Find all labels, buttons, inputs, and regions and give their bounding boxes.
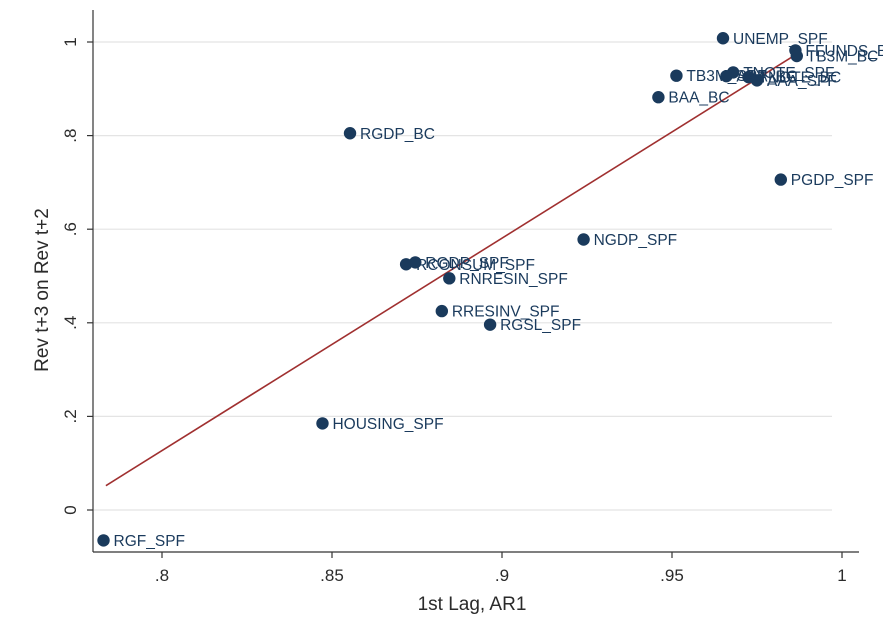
point-label-rresinv-spf: RRESINV_SPF bbox=[452, 304, 560, 321]
point-label-housing-spf: HOUSING_SPF bbox=[332, 416, 443, 433]
data-point-rgsl-spf bbox=[483, 318, 497, 331]
data-point-aaa-bc bbox=[720, 69, 733, 83]
y-tick-label-3: .6 bbox=[61, 222, 80, 236]
data-point-rresinv-spf bbox=[435, 304, 449, 318]
data-point-tb3m-spf bbox=[670, 69, 683, 82]
point-label-baa-bc: BAA_BC bbox=[668, 90, 729, 107]
data-point-aaa-spf bbox=[750, 74, 764, 87]
point-labels: RGF_SPF HOUSING_SPF RGDP_BC RCONSUM_SPFRGDP… bbox=[114, 31, 883, 550]
point-label-rconsum-spf: RCONSUM_SPF bbox=[416, 257, 535, 274]
data-point-rgdp-bc bbox=[343, 127, 357, 140]
x-axis-title: 1st Lag, AR1 bbox=[418, 594, 527, 615]
y-tick-label-5: 1 bbox=[61, 37, 80, 46]
point-label-tnote-spf: TNOTE_SPF bbox=[743, 65, 834, 82]
point-label-tnote-bc: TNOTE_BC bbox=[759, 70, 842, 87]
fit-line-group bbox=[105, 51, 800, 487]
point-label-tb3m-bc: TB3M_BC bbox=[807, 49, 879, 66]
point-label-aaa-spf: AAA_SPF bbox=[767, 73, 837, 90]
x-tick-label-1: .85 bbox=[320, 566, 344, 585]
x-tick-label-2: .9 bbox=[495, 566, 509, 585]
data-point-tb3m-bc bbox=[790, 49, 803, 63]
y-tick-label-0: 0 bbox=[61, 505, 80, 514]
fit-line bbox=[105, 51, 800, 487]
point-label-rgdp-spf: RGDP_SPF bbox=[425, 255, 509, 272]
data-point-pgdp-spf bbox=[774, 173, 787, 186]
point-label-rgdp-bc: RGDP_BC bbox=[360, 126, 435, 143]
data-point-unemp-spf bbox=[716, 32, 730, 45]
data-point-rgdp-spf bbox=[409, 256, 422, 269]
data-point-ngdp-spf bbox=[577, 233, 590, 246]
point-label-rgf-spf: RGF_SPF bbox=[114, 533, 185, 550]
data-points bbox=[97, 32, 803, 547]
data-point-rconsum-spf bbox=[399, 258, 413, 271]
y-tick-label-2: .4 bbox=[61, 316, 80, 330]
point-label-unemp-spf: UNEMP_SPF bbox=[733, 31, 828, 48]
x-tick-label-3: .95 bbox=[660, 566, 684, 585]
y-tick-label-4: .8 bbox=[61, 129, 80, 143]
point-label-rnresin-spf: RNRESIN_SPF bbox=[459, 271, 568, 288]
point-label-ffunds-bc: FFUNDS_BC bbox=[805, 43, 883, 60]
data-point-housing-spf bbox=[316, 417, 329, 430]
point-label-rgsl-spf: RGSL_SPF bbox=[500, 317, 581, 334]
axes: 0 .2 .4 .6 .8 1 .8 .85 .9 .95 1 bbox=[61, 10, 859, 585]
data-point-rnresin-spf bbox=[443, 272, 456, 285]
x-tick-label-0: .8 bbox=[155, 566, 169, 585]
x-tick-label-4: 1 bbox=[837, 566, 846, 585]
point-label-tb3m-spf: TB3M_SPF bbox=[686, 68, 766, 85]
data-point-rgf-spf bbox=[97, 534, 110, 547]
y-tick-label-1: .2 bbox=[61, 409, 80, 423]
point-label-pgdp-spf: PGDP_SPF bbox=[791, 172, 874, 189]
point-label-ngdp-spf: NGDP_SPF bbox=[594, 232, 678, 249]
y-axis-title: Rev t+3 on Rev t+2 bbox=[32, 208, 53, 372]
data-point-baa-bc bbox=[652, 91, 665, 104]
point-label-aaa-bc: AAA_BC bbox=[736, 69, 797, 86]
